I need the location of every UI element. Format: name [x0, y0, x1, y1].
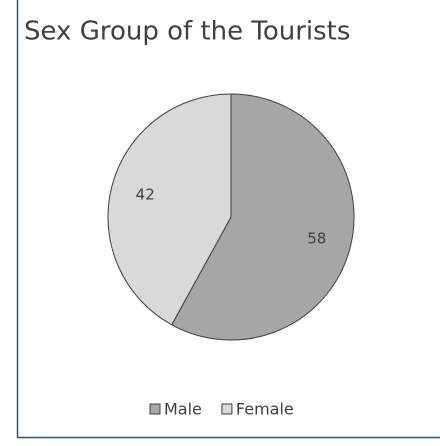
data-label: 42: [136, 185, 155, 203]
legend-swatch: [149, 403, 161, 415]
pie-slice: [107, 93, 232, 326]
legend-label: Male: [164, 400, 202, 419]
legend-label: Female: [236, 400, 294, 419]
legend-swatch: [221, 403, 233, 415]
data-label: 58: [307, 230, 326, 248]
pie-slice: [171, 93, 355, 341]
chart-title: Sex Group of the Tourists: [24, 17, 350, 47]
